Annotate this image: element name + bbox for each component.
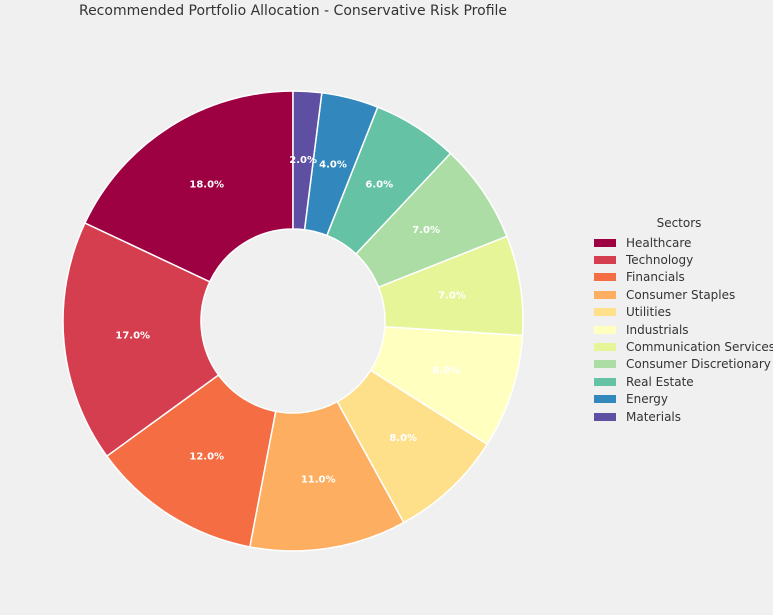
data-label-energy: 4.0% — [319, 160, 347, 171]
legend-label: Industrials — [626, 322, 689, 337]
legend-item-technology: Technology — [590, 251, 768, 268]
data-label-materials: 2.0% — [289, 155, 317, 166]
data-label-real-estate: 6.0% — [365, 180, 393, 191]
legend-swatch — [594, 290, 616, 299]
legend-swatch — [594, 256, 616, 265]
slice-healthcare — [83, 90, 294, 283]
legend-item-real-estate: Real Estate — [590, 373, 768, 390]
data-label-utilities: 8.0% — [389, 433, 417, 444]
data-label-consumer-discretionary: 7.0% — [412, 225, 440, 236]
legend-label: Energy — [626, 392, 669, 407]
slice-technology — [62, 222, 220, 458]
legend-item-industrials: Industrials — [590, 321, 768, 338]
legend-item-consumer-discretionary: Consumer Discretionary — [590, 356, 771, 373]
legend-item-utilities: Utilities — [590, 304, 768, 321]
legend-swatch — [594, 377, 616, 386]
legend-swatch — [594, 360, 616, 369]
legend-item-healthcare: Healthcare — [590, 234, 768, 251]
legend-label: Healthcare — [626, 235, 692, 250]
data-label-financials: 12.0% — [189, 451, 224, 462]
legend-swatch — [594, 325, 616, 334]
legend-swatch — [594, 238, 616, 247]
legend-label: Consumer Discretionary — [626, 357, 771, 372]
legend-item-financials: Financials — [590, 269, 768, 286]
legend-swatch — [594, 308, 616, 317]
legend: Sectors Healthcare Technology Financials Co… — [590, 216, 773, 425]
legend-title: Sectors — [656, 216, 702, 230]
legend-swatch — [594, 273, 616, 282]
legend-item-consumer-staples: Consumer Staples — [590, 286, 768, 303]
legend-swatch — [594, 343, 616, 352]
slice-materials — [292, 90, 323, 231]
legend-swatch — [594, 395, 616, 404]
legend-label: Utilities — [626, 305, 672, 320]
slice-financials — [105, 374, 277, 548]
legend-swatch — [594, 412, 616, 421]
legend-item-communication-services: Communication Services — [590, 338, 773, 355]
legend-label: Consumer Staples — [626, 287, 736, 302]
chart-title: Recommended Portfolio Allocation - Conse… — [78, 3, 508, 19]
data-label-consumer-staples: 11.0% — [301, 475, 336, 486]
data-label-communication-services: 7.0% — [438, 290, 466, 301]
legend-label: Materials — [626, 409, 682, 424]
data-label-technology: 17.0% — [115, 331, 150, 342]
legend-item-energy: Energy — [590, 391, 768, 408]
legend-label: Real Estate — [626, 374, 694, 389]
legend-label: Communication Services — [626, 340, 773, 355]
legend-label: Technology — [626, 253, 694, 268]
legend-label: Financials — [626, 270, 685, 285]
data-label-industrials: 8.0% — [432, 365, 460, 376]
slice-consumer-staples — [249, 400, 405, 552]
legend-item-materials: Materials — [590, 408, 768, 425]
data-label-healthcare: 18.0% — [189, 180, 224, 191]
